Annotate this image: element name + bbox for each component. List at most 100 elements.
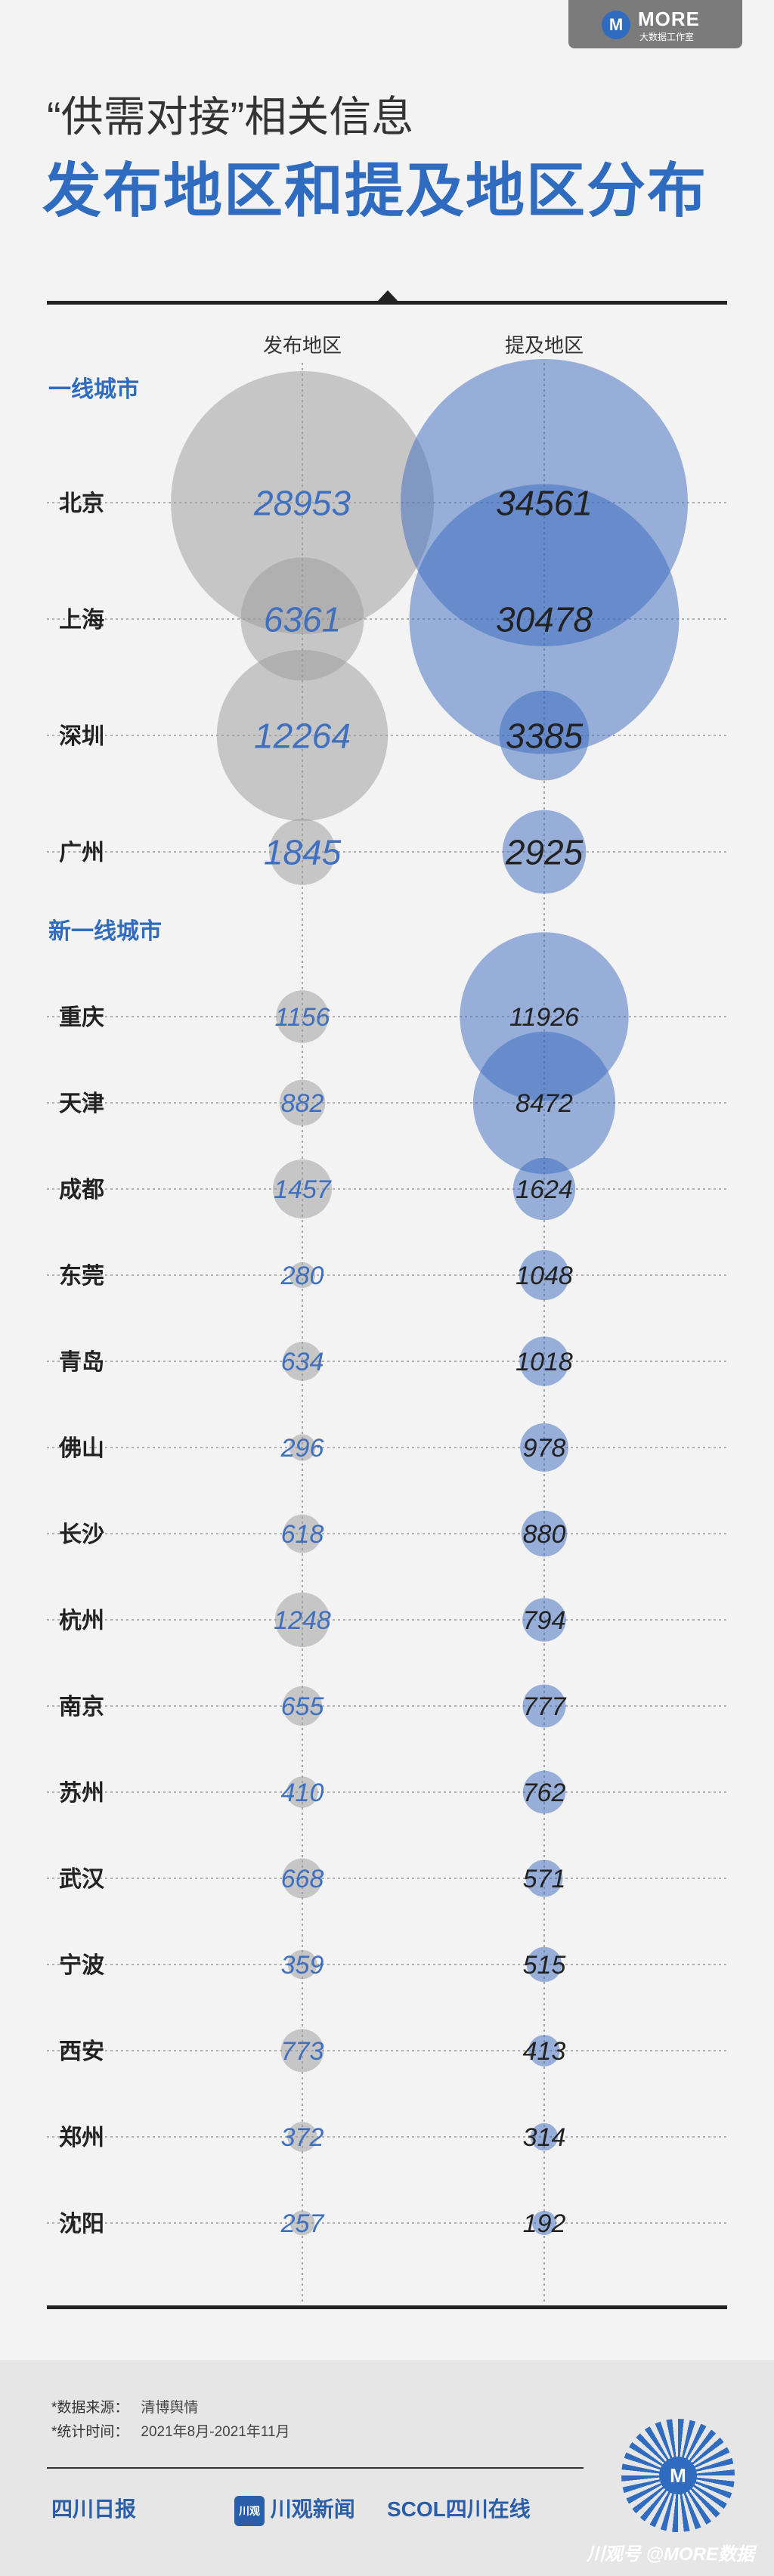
mention-bubble xyxy=(472,1031,616,1175)
city-label: 深圳 xyxy=(59,724,104,749)
publish-value: 1845 xyxy=(264,833,342,872)
city-label: 成都 xyxy=(59,1178,104,1203)
publish-value: 257 xyxy=(280,2209,325,2238)
publish-value: 1457 xyxy=(274,1175,332,1204)
mention-value: 8472 xyxy=(515,1089,573,1118)
publish-bubble xyxy=(282,1858,323,1899)
mention-bubble xyxy=(522,1598,566,1642)
publish-bubble xyxy=(280,2029,324,2073)
mention-bubble xyxy=(499,690,590,781)
mention-bubble xyxy=(526,1946,562,1983)
mention-value: 3385 xyxy=(506,717,584,756)
mention-bubble xyxy=(522,1770,566,1814)
mention-bubble xyxy=(528,2035,560,2067)
mention-bubble xyxy=(525,1859,563,1897)
publish-bubble xyxy=(276,990,329,1043)
publish-bubble xyxy=(287,2122,317,2152)
mention-value: 1048 xyxy=(515,1262,573,1290)
city-label: 郑州 xyxy=(59,2126,104,2150)
publish-value: 1248 xyxy=(274,1606,331,1635)
column-header: 提及地区 xyxy=(505,334,584,357)
city-label: 沈阳 xyxy=(59,2212,104,2237)
city-label: 佛山 xyxy=(58,1436,104,1461)
mention-bubble xyxy=(532,2211,556,2235)
page-title: 发布地区和提及地区分布 xyxy=(42,157,708,224)
city-label: 重庆 xyxy=(59,1005,104,1030)
mention-value: 762 xyxy=(523,1779,566,1807)
logo-subtext: 大数据工作室 xyxy=(639,32,695,42)
group-label: 一线城市 xyxy=(48,376,139,402)
publish-bubble xyxy=(289,1434,316,1461)
publish-bubble xyxy=(269,819,336,885)
publish-value: 280 xyxy=(280,1262,324,1290)
publish-value: 634 xyxy=(281,1348,324,1376)
publish-bubble xyxy=(216,649,389,822)
city-label: 苏州 xyxy=(59,1781,104,1806)
publish-bubble xyxy=(283,1514,322,1553)
brand-sichuan-daily: 四川日报 xyxy=(51,2497,137,2521)
publish-bubble xyxy=(240,557,364,681)
mention-value: 794 xyxy=(523,1606,566,1635)
mention-value: 34561 xyxy=(496,484,593,523)
mention-bubble xyxy=(521,1510,568,1557)
stat-period-label: *统计时间： xyxy=(51,2424,129,2440)
bubbles xyxy=(171,359,688,2236)
page-subtitle: “供需对接”相关信息 xyxy=(47,93,414,141)
publish-bubble xyxy=(286,1776,318,1808)
publish-bubble xyxy=(282,1686,323,1726)
publish-bubble xyxy=(289,2210,315,2236)
publish-value: 12264 xyxy=(254,717,351,756)
publish-value: 773 xyxy=(281,2037,324,2066)
publish-value: 882 xyxy=(281,1089,324,1118)
more-logo: M MORE 大数据工作室 xyxy=(568,0,742,48)
city-label: 西安 xyxy=(59,2039,104,2064)
more-logo-icon: M xyxy=(602,11,630,39)
bottom-rule xyxy=(47,2305,727,2309)
publish-value: 6361 xyxy=(264,600,341,639)
city-label: 南京 xyxy=(59,1694,104,1720)
city-label: 宁波 xyxy=(59,1952,105,1978)
watermark: 川观号 @MORE数据 xyxy=(586,2544,754,2565)
publish-value: 618 xyxy=(281,1520,324,1549)
data-source-value: 清博舆情 xyxy=(141,2400,199,2416)
city-label: 上海 xyxy=(59,608,104,633)
mention-value: 11926 xyxy=(509,1003,579,1032)
mention-bubble xyxy=(519,1336,569,1386)
mention-value: 515 xyxy=(523,1951,566,1980)
publish-value: 655 xyxy=(281,1692,324,1721)
footer-rule xyxy=(47,2467,584,2469)
publish-bubble xyxy=(272,1159,333,1219)
chuanguan-logo-icon: 川观 xyxy=(234,2495,265,2526)
mention-bubble xyxy=(522,1684,566,1728)
mention-bubble xyxy=(502,810,587,894)
mention-value: 777 xyxy=(523,1692,567,1721)
top-rule xyxy=(47,301,727,305)
column-header: 发布地区 xyxy=(263,334,342,357)
mention-bubble xyxy=(409,484,680,754)
mention-bubble xyxy=(519,1249,570,1301)
publish-bubble xyxy=(279,1079,326,1126)
data-source-label: *数据来源： xyxy=(51,2400,129,2416)
publish-value: 359 xyxy=(281,1951,324,1980)
mention-value: 314 xyxy=(523,2123,566,2152)
mention-value: 880 xyxy=(523,1520,566,1549)
city-label: 青岛 xyxy=(59,1350,104,1375)
mention-value: 192 xyxy=(523,2209,566,2238)
mention-value: 571 xyxy=(523,1865,566,1893)
footer: *数据来源： 清博舆情 *统计时间： 2021年8月-2021年11月 四川日报 川… xyxy=(0,2360,774,2576)
brand-chuanguan-label: 川观新闻 xyxy=(270,2497,355,2521)
city-label: 天津 xyxy=(59,1091,104,1116)
city-label: 广州 xyxy=(59,841,104,865)
top-rule-notch xyxy=(378,290,398,301)
city-label: 东莞 xyxy=(59,1263,104,1289)
mention-bubble xyxy=(520,1423,568,1472)
qr-logo-icon: M xyxy=(659,2457,697,2494)
publish-value: 410 xyxy=(281,1779,324,1807)
city-label: 北京 xyxy=(59,491,104,516)
city-label: 武汉 xyxy=(59,1867,105,1892)
publish-bubble xyxy=(287,1949,317,1980)
publish-value: 28953 xyxy=(253,484,351,523)
city-label: 长沙 xyxy=(59,1522,104,1547)
data-source: *数据来源： 清博舆情 xyxy=(51,2396,198,2417)
